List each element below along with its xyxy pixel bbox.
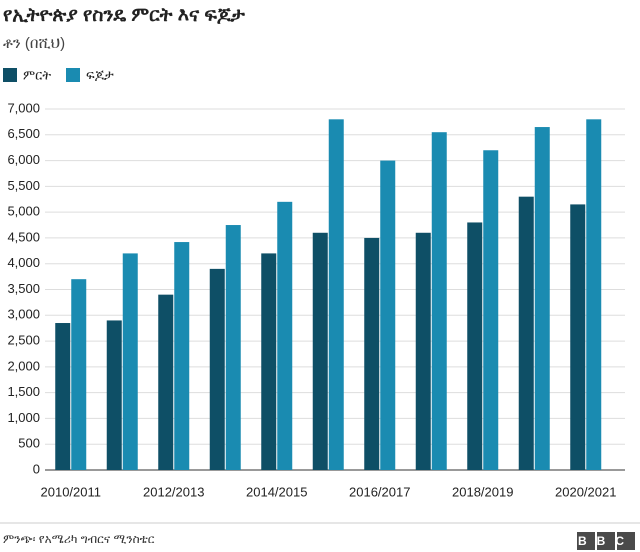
x-tick-label: 2016/2017 [349,484,410,499]
logo-box [617,532,635,550]
bar [261,253,277,470]
bar [122,253,138,470]
bar [158,294,174,470]
bar [328,119,344,471]
bar [380,160,396,471]
y-tick-label: 1,000 [7,410,40,425]
bar [106,320,122,470]
bar [431,132,447,470]
y-tick-label: 3,000 [7,307,40,322]
bar [467,222,483,470]
y-tick-label: 3,500 [7,281,40,296]
y-tick-label: 4,500 [7,229,40,244]
bar [415,232,431,470]
y-tick-label: 500 [18,436,40,451]
legend-swatch [3,68,17,82]
bar [225,225,241,470]
y-tick-label: 4,000 [7,255,40,270]
bar [364,237,380,470]
y-tick-label: 2,000 [7,358,40,373]
bar [209,268,225,470]
x-tick-label: 2012/2013 [143,484,204,499]
y-tick-label: 7,000 [7,100,40,115]
legend-label: ፍጆታ [86,67,114,82]
x-tick-label: 2014/2015 [246,484,307,499]
y-tick-label: 2,500 [7,333,40,348]
logo-box [597,532,615,550]
bar [570,204,586,470]
y-tick-label: 6,000 [7,152,40,167]
bar [586,119,602,471]
bar [312,232,328,470]
chart-title: የኢትዮጵያ የስንዴ ምርት እና ፍጆታ [3,5,246,26]
bar [174,242,190,470]
chart-subtitle: ቶን (በሺህ) [3,35,65,52]
logo-box [577,532,595,550]
y-tick-label: 6,500 [7,126,40,141]
x-tick-label: 2010/2011 [41,484,102,499]
x-tick-label: 2018/2019 [452,484,513,499]
logo: BBC [577,532,635,550]
bar [534,127,550,471]
legend-swatch [66,68,80,82]
bar [71,279,87,470]
y-tick-label: 5,500 [7,178,40,193]
source: ምንጭ፡ የአሜሪካ ግብርና ሚንስቴር [3,532,155,546]
logo-text: BBC [578,534,634,548]
y-tick-label: 1,500 [7,384,40,399]
y-tick-label: 0 [33,461,40,476]
bar [277,201,293,471]
bar [55,323,71,470]
legend-label: ምርት [23,67,51,82]
bar [483,150,499,470]
y-tick-label: 5,000 [7,204,40,219]
bar [518,196,534,470]
x-tick-label: 2020/2021 [555,484,616,499]
